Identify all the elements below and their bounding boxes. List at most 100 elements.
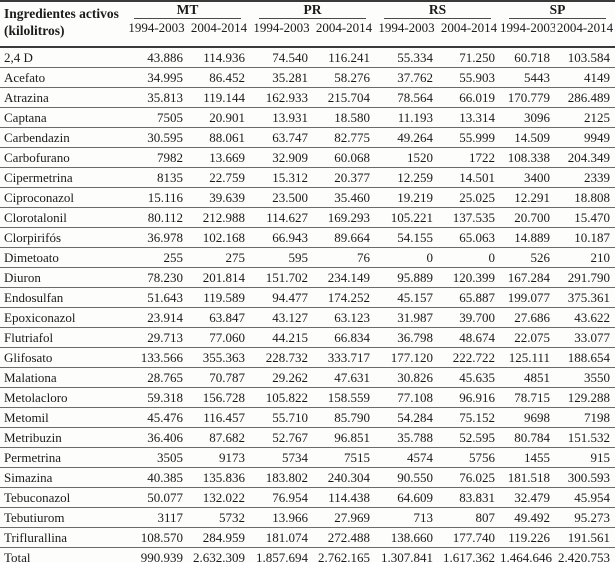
- table-row: Atrazina 35.813 119.144 162.933 215.704 78.56…: [0, 87, 615, 108]
- ingredient-name: Metribuzin: [0, 427, 125, 448]
- value-cell: 177.120: [375, 347, 438, 368]
- value-cell: 125.111: [500, 347, 556, 368]
- table-row: Tebuconazol 50.077 132.022 76.954 114.438 64.…: [0, 487, 615, 508]
- value-cell: 65.063: [438, 227, 501, 248]
- value-cell: 1520: [375, 147, 438, 168]
- value-cell: 234.149: [313, 267, 375, 288]
- value-cell: 212.988: [188, 207, 250, 228]
- value-cell: 915: [555, 447, 615, 468]
- value-cell: 3400: [500, 167, 556, 188]
- value-cell: 300.593: [555, 467, 615, 488]
- value-cell: 87.682: [188, 427, 250, 448]
- table-row: Carbofurano 7982 13.669 32.909 60.068 1520 172…: [0, 147, 615, 168]
- value-cell: 132.022: [188, 487, 250, 508]
- ingredient-name: Diuron: [0, 267, 125, 288]
- value-cell: 1.307.841: [381, 549, 433, 562]
- value-cell: 133.566: [125, 347, 188, 368]
- value-cell: 2.762.165: [318, 549, 370, 562]
- table-row: Metolacloro 59.318 156.728 105.822 158.559 77…: [0, 387, 615, 408]
- value-cell: 526: [500, 247, 556, 268]
- value-cell: 167.284: [500, 267, 556, 288]
- value-cell: 54.155: [375, 227, 438, 248]
- value-cell: 169.293: [313, 207, 375, 228]
- value-cell: 55.334: [375, 47, 438, 68]
- value-cell: 11.193: [375, 107, 438, 128]
- value-cell: 9173: [188, 447, 250, 468]
- value-cell: 49.492: [500, 507, 556, 528]
- ingredient-name: Epoxiconazol: [0, 307, 125, 328]
- value-cell: 32.479: [500, 487, 556, 508]
- ingredient-name: Malationa: [0, 367, 125, 388]
- value-cell: 15.470: [555, 207, 615, 228]
- value-cell: 25.025: [438, 187, 501, 208]
- table-row: Acefato 34.995 86.452 35.281 58.276 37.762 55.…: [0, 67, 615, 88]
- value-cell: 27.969: [313, 507, 375, 528]
- value-cell: 286.489: [555, 87, 615, 108]
- value-cell: 86.452: [188, 67, 250, 88]
- value-cell: 77.108: [375, 387, 438, 408]
- value-cell: 39.639: [188, 187, 250, 208]
- value-cell: 75.152: [438, 407, 501, 428]
- value-cell: 37.762: [375, 67, 438, 88]
- value-cell: 76.025: [438, 467, 501, 488]
- value-cell: 96.916: [438, 387, 501, 408]
- ingredient-name: Atrazina: [0, 87, 125, 108]
- value-cell: 0: [375, 247, 438, 268]
- value-cell: 3096: [500, 107, 556, 128]
- period-header: 2004-2014: [440, 20, 498, 35]
- value-cell: 43.622: [555, 307, 615, 328]
- table-row: 2,4 D 43.886 114.936 74.540 116.241 55.334 71.…: [0, 47, 615, 68]
- value-cell: 990.939: [140, 549, 183, 562]
- value-cell: 76.954: [250, 487, 313, 508]
- value-cell: 96.851: [313, 427, 375, 448]
- value-cell: 807: [438, 507, 501, 528]
- value-cell: 15.116: [125, 187, 188, 208]
- ingredient-name: Clorpirifós: [0, 227, 125, 248]
- ingredient-name: 2,4 D: [0, 47, 125, 68]
- table-row: Cipermetrina 8135 22.759 15.312 20.377 12.259…: [0, 167, 615, 188]
- value-cell: 137.535: [438, 207, 501, 228]
- value-cell: 85.790: [313, 407, 375, 428]
- value-cell: 183.802: [250, 467, 313, 488]
- ingredient-name: Tebutiurom: [0, 507, 125, 528]
- value-cell: 120.399: [438, 267, 501, 288]
- value-cell: 44.215: [250, 327, 313, 348]
- value-cell: 9698: [500, 407, 556, 428]
- value-cell: 7198: [555, 407, 615, 428]
- value-cell: 30.826: [375, 367, 438, 388]
- period-header: 2004-2014: [556, 20, 614, 35]
- value-cell: 66.834: [313, 327, 375, 348]
- period-header-row: 1994-2003 2004-2014 1994-2003 2004-2014 …: [0, 19, 615, 47]
- value-cell: 63.747: [250, 127, 313, 148]
- ingredient-name: Carbendazin: [0, 127, 125, 148]
- value-cell: 83.831: [438, 487, 501, 508]
- ingredient-name: Metomil: [0, 407, 125, 428]
- value-cell: 59.318: [125, 387, 188, 408]
- value-cell: 228.732: [250, 347, 313, 368]
- ingredient-name: Ciproconazol: [0, 187, 125, 208]
- group-header-row: Ingredientes activos (kilolitros) MT PR …: [0, 1, 615, 38]
- period-header: 1994-2003: [253, 20, 310, 35]
- table-header: Ingredientes activos (kilolitros) MT PR …: [0, 1, 615, 47]
- value-cell: 116.241: [313, 47, 375, 68]
- table-row: Malationa 28.765 70.787 29.262 47.631 30.826 4…: [0, 367, 615, 388]
- value-cell: 199.077: [500, 287, 556, 308]
- value-cell: 36.978: [125, 227, 188, 248]
- value-cell: 240.304: [313, 467, 375, 488]
- group-header-sp: SP: [500, 1, 615, 19]
- value-cell: 48.674: [438, 327, 501, 348]
- value-cell: 66.019: [438, 87, 501, 108]
- value-cell: 50.077: [125, 487, 188, 508]
- table-row: Simazina 40.385 135.836 183.802 240.304 90.55…: [0, 467, 615, 488]
- value-cell: 174.252: [313, 287, 375, 308]
- value-cell: 95.273: [555, 507, 615, 528]
- value-cell: 151.702: [250, 267, 313, 288]
- value-cell: 64.609: [375, 487, 438, 508]
- value-cell: 2125: [555, 107, 615, 128]
- value-cell: 35.788: [375, 427, 438, 448]
- value-cell: 204.349: [555, 147, 615, 168]
- table-row: Permetrina 3505 9173 5734 7515 4574 5756 1455 91…: [0, 447, 615, 468]
- value-cell: 291.790: [555, 267, 615, 288]
